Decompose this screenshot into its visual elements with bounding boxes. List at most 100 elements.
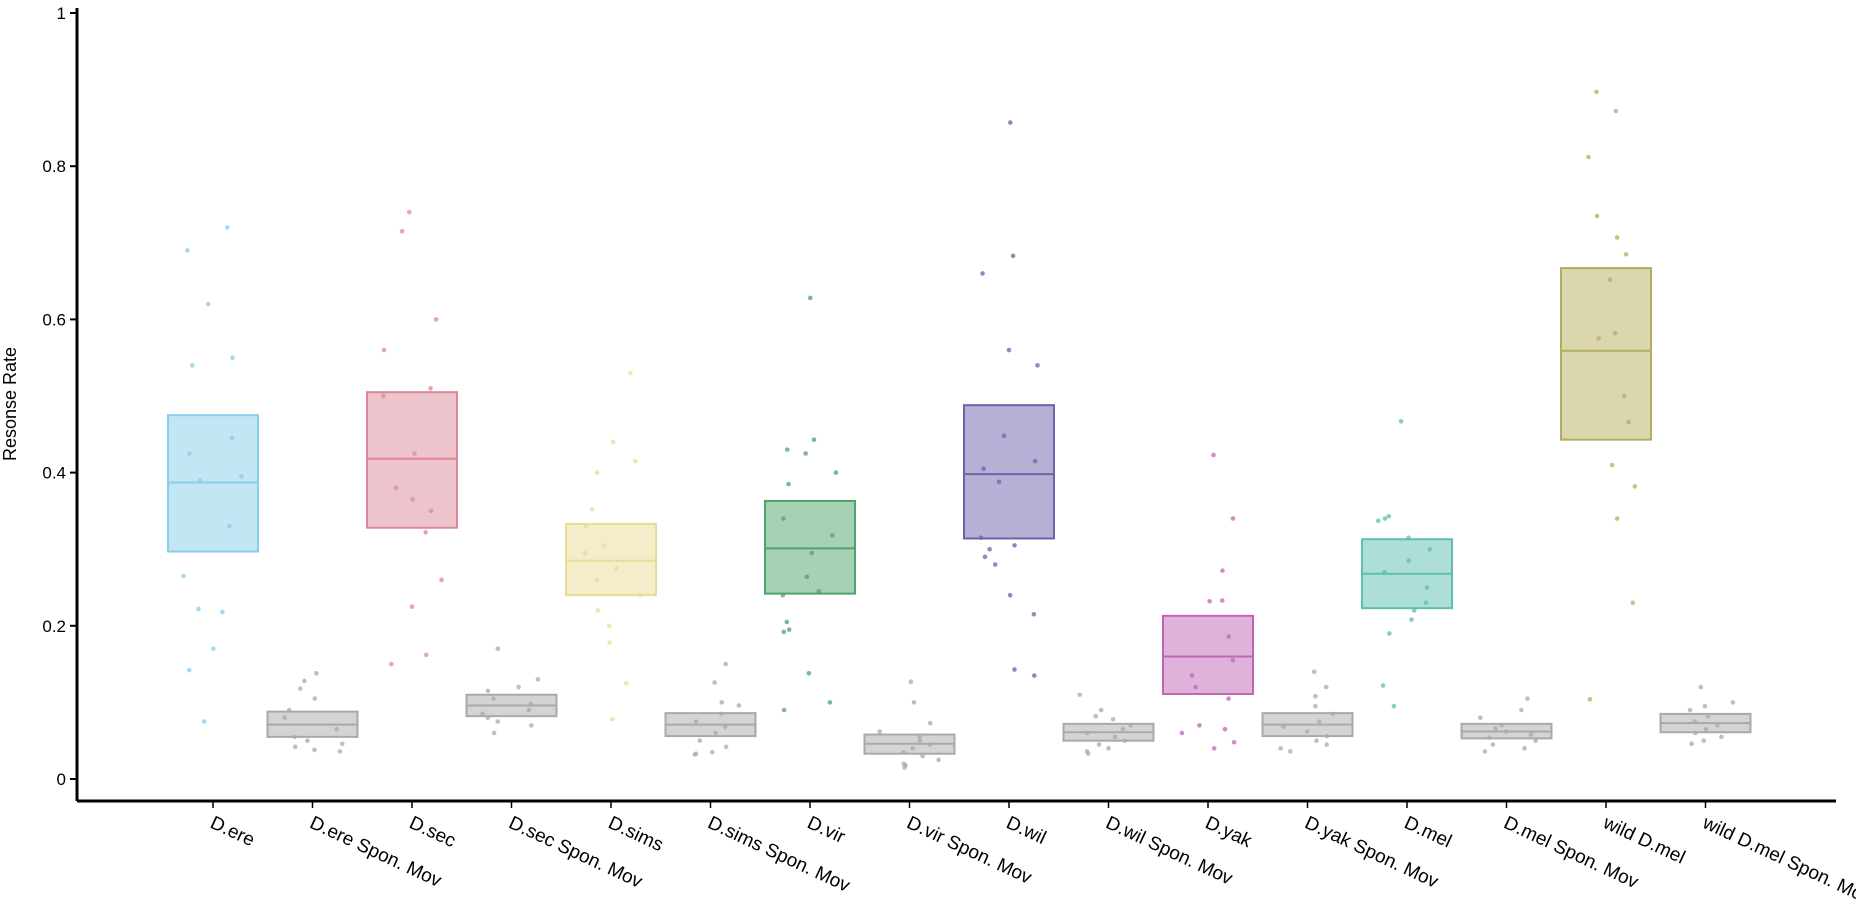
- data-point: [908, 679, 914, 685]
- data-point: [786, 481, 791, 487]
- data-point: [1398, 418, 1404, 424]
- data-point: [1487, 735, 1492, 740]
- data-point: [485, 688, 491, 694]
- data-point: [607, 623, 612, 629]
- data-point: [1382, 516, 1388, 521]
- data-point: [389, 661, 394, 667]
- data-point: [1701, 738, 1707, 743]
- box-group: [764, 295, 856, 713]
- data-point: [381, 347, 387, 353]
- y-tick-label: 0.2: [42, 617, 66, 636]
- data-point: [980, 271, 985, 276]
- data-point: [1031, 673, 1037, 678]
- data-point: [1375, 518, 1381, 524]
- x-category-label: D.ere: [207, 812, 258, 851]
- data-point: [1323, 684, 1329, 690]
- data-point: [1313, 693, 1318, 699]
- data-point: [433, 317, 439, 322]
- data-point: [1122, 738, 1128, 743]
- data-point: [1730, 700, 1736, 705]
- data-point: [1702, 703, 1708, 709]
- data-point: [334, 726, 340, 732]
- data-point: [1001, 433, 1007, 439]
- data-point: [978, 535, 984, 541]
- data-point: [1533, 738, 1538, 743]
- data-point: [1623, 251, 1629, 257]
- box-iqr: [366, 391, 458, 529]
- data-point: [1689, 741, 1694, 747]
- data-point: [197, 477, 203, 483]
- data-point: [1278, 746, 1283, 751]
- data-point: [595, 608, 601, 613]
- box-group: [1659, 684, 1752, 747]
- data-point: [927, 742, 933, 747]
- data-point: [1106, 746, 1111, 751]
- x-category-label: wild D.mel Spon. Mov: [1698, 812, 1856, 909]
- data-point: [1714, 723, 1720, 728]
- data-point: [607, 640, 612, 645]
- data-point: [1324, 733, 1330, 739]
- data-point: [187, 451, 192, 456]
- data-point: [697, 738, 703, 743]
- data-point: [1382, 569, 1387, 575]
- data-point: [1386, 513, 1392, 519]
- data-point: [305, 738, 310, 743]
- data-point: [633, 458, 638, 464]
- data-point: [1230, 657, 1236, 663]
- data-point: [713, 730, 718, 736]
- data-point: [803, 451, 808, 456]
- data-point: [1586, 154, 1591, 160]
- data-point: [1423, 600, 1429, 606]
- data-point: [528, 701, 534, 707]
- data-point: [1096, 742, 1102, 747]
- data-point: [589, 507, 595, 512]
- data-point: [1120, 726, 1126, 732]
- data-point: [827, 700, 833, 705]
- box-group: [963, 120, 1055, 678]
- data-point: [609, 716, 615, 722]
- data-point: [1525, 696, 1530, 701]
- data-point: [1012, 543, 1017, 548]
- box-group: [1062, 692, 1155, 757]
- data-point: [1179, 730, 1185, 736]
- data-point: [1614, 235, 1620, 240]
- y-tick-label: 0.6: [42, 310, 66, 329]
- x-category-label: D.wil: [1003, 812, 1049, 848]
- y-tick-label: 0: [57, 770, 66, 789]
- data-point: [1008, 120, 1013, 125]
- data-point: [220, 609, 225, 615]
- data-point: [1594, 89, 1599, 95]
- data-point: [229, 435, 235, 441]
- data-point: [736, 703, 742, 708]
- data-point: [601, 543, 607, 548]
- data-point: [806, 670, 812, 676]
- data-point: [1621, 393, 1627, 399]
- data-point: [1411, 608, 1417, 613]
- data-point: [1098, 707, 1104, 713]
- data-point: [1220, 568, 1225, 573]
- data-point: [781, 629, 787, 635]
- data-point: [423, 652, 429, 658]
- data-point: [1032, 458, 1038, 464]
- data-point: [594, 470, 600, 475]
- data-point: [186, 667, 192, 673]
- y-axis-title: Resonse Rate: [0, 347, 20, 461]
- data-point: [982, 554, 988, 560]
- data-point: [439, 577, 444, 583]
- data-point: [1189, 673, 1195, 678]
- data-point: [1406, 558, 1412, 563]
- data-point: [227, 523, 232, 529]
- data-point: [917, 738, 922, 743]
- box-group: [1460, 696, 1553, 754]
- data-point: [485, 715, 491, 721]
- data-point: [917, 734, 923, 740]
- data-point: [877, 729, 882, 734]
- data-point: [902, 765, 907, 770]
- data-point: [1594, 213, 1600, 219]
- data-point: [624, 680, 629, 686]
- data-point: [410, 497, 415, 502]
- data-point: [722, 724, 728, 730]
- data-point: [709, 749, 715, 755]
- data-point: [535, 677, 541, 682]
- data-point: [393, 485, 399, 491]
